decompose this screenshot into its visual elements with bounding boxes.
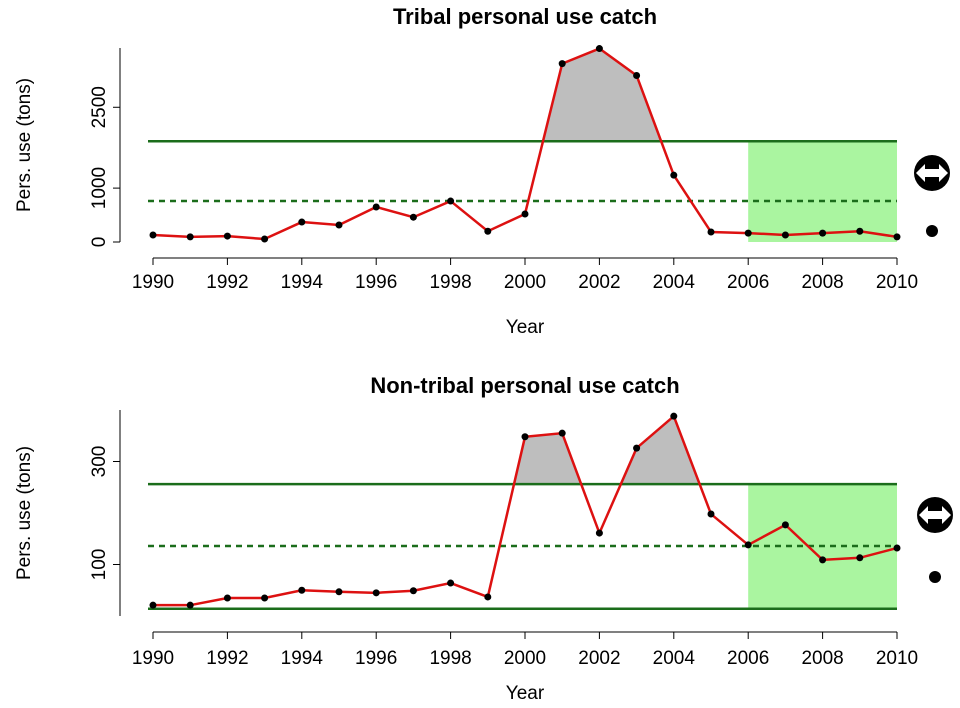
data-point <box>670 171 678 179</box>
data-point <box>372 203 380 211</box>
data-point <box>595 45 603 53</box>
data-point <box>223 594 231 602</box>
nav-icon[interactable] <box>917 497 953 583</box>
data-point <box>298 586 306 594</box>
data-point <box>149 601 157 609</box>
data-point <box>707 228 715 236</box>
chart-title: Tribal personal use catch <box>393 4 657 29</box>
x-tick-label: 2008 <box>801 648 843 669</box>
data-point <box>558 429 566 437</box>
y-axis-label: Pers. use (tons) <box>14 446 35 580</box>
y-tick-label: 2500 <box>89 86 110 128</box>
highlight-region <box>748 141 897 242</box>
x-tick-label: 1990 <box>132 648 174 669</box>
data-point <box>335 221 343 229</box>
data-point <box>149 231 157 239</box>
x-tick-label: 1998 <box>429 648 471 669</box>
data-point <box>558 60 566 68</box>
data-point <box>633 444 641 452</box>
y-tick-label: 300 <box>89 446 110 478</box>
x-axis-label: Year <box>506 683 545 704</box>
data-point <box>819 229 827 237</box>
data-point <box>521 210 529 218</box>
data-point <box>409 213 417 221</box>
data-point <box>484 593 492 601</box>
y-tick-label: 1000 <box>89 167 110 209</box>
x-tick-label: 1994 <box>281 648 324 669</box>
data-point <box>409 587 417 595</box>
x-tick-label: 2006 <box>727 272 769 293</box>
x-tick-label: 1992 <box>206 648 248 669</box>
exceedance-area <box>543 48 662 142</box>
data-point <box>819 556 827 564</box>
data-point <box>893 233 901 241</box>
data-point <box>298 218 306 226</box>
x-tick-label: 1990 <box>132 272 174 293</box>
data-point <box>223 232 231 240</box>
data-point <box>372 589 380 597</box>
data-point <box>447 579 455 587</box>
x-tick-label: 2006 <box>727 648 769 669</box>
data-point <box>781 521 789 529</box>
data-point <box>670 412 678 420</box>
data-point <box>595 529 603 537</box>
data-point <box>261 594 269 602</box>
data-point <box>521 433 529 441</box>
data-point <box>447 197 455 205</box>
x-tick-label: 2010 <box>876 272 918 293</box>
x-tick-label: 1996 <box>355 272 397 293</box>
y-tick-label: 100 <box>89 549 110 581</box>
exceedance-area <box>513 433 582 485</box>
y-tick-label: 0 <box>89 237 110 248</box>
data-point <box>335 588 343 596</box>
data-point <box>856 554 864 562</box>
data-point <box>186 233 194 241</box>
data-point <box>484 227 492 235</box>
x-tick-label: 2008 <box>801 272 843 293</box>
x-tick-label: 2000 <box>504 272 546 293</box>
x-tick-label: 2002 <box>578 648 620 669</box>
x-tick-label: 2000 <box>504 648 546 669</box>
x-tick-label: 2004 <box>653 648 696 669</box>
data-point <box>744 229 752 237</box>
x-tick-label: 2004 <box>653 272 696 293</box>
x-tick-label: 1998 <box>429 272 471 293</box>
data-point <box>744 541 752 549</box>
data-point <box>781 231 789 239</box>
x-tick-label: 1996 <box>355 648 397 669</box>
y-axis-label: Pers. use (tons) <box>14 78 35 212</box>
chart-title: Non-tribal personal use catch <box>370 373 679 398</box>
data-point <box>893 544 901 552</box>
x-tick-label: 1992 <box>206 272 248 293</box>
x-tick-label: 2010 <box>876 648 918 669</box>
data-point <box>856 227 864 235</box>
x-axis-label: Year <box>506 317 545 338</box>
x-tick-label: 2002 <box>578 272 620 293</box>
data-point <box>633 71 641 79</box>
data-point <box>186 601 194 609</box>
x-tick-label: 1994 <box>281 272 324 293</box>
data-point <box>261 235 269 243</box>
data-point <box>707 510 715 518</box>
nav-icon[interactable] <box>914 155 950 237</box>
